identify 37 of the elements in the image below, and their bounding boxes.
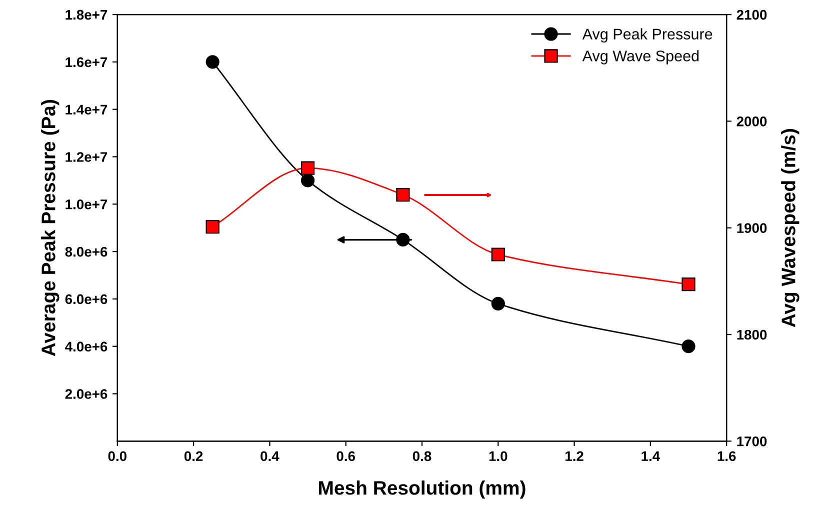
y-axis-title: Average Peak Pressure (Pa) [41,100,60,356]
y-tick-label: 1.8e+7 [66,10,108,20]
y-tick-label: 4.0e+6 [65,342,108,352]
y2-tick-label: 2100 [736,10,767,20]
y2-tick-label: 1900 [737,223,767,234]
point [206,220,220,234]
y-tick-label: 1.2e+7 [66,152,108,162]
legend-label: Avg Wave Speed [582,50,699,64]
y-tick-label: 1.0e+7 [66,199,108,210]
point [682,340,696,354]
x-tick-label: 0.6 [336,451,355,462]
point [682,278,696,292]
point [300,174,315,188]
y-tick-label: 8.0e+6 [65,246,108,257]
point [206,55,220,69]
y-tick-label: 6.0e+6 [65,294,108,304]
x-tick-label: 1.0 [489,451,508,462]
y2-axis-title: Avg Wavespeed (m/s) [781,129,800,328]
y2-tick-label: 2000 [736,116,767,126]
point [300,161,315,175]
x-axis-title: Mesh Resolution (mm) [319,480,526,499]
x-tick-label: 0.4 [260,451,280,462]
y-tick-label: 1.4e+7 [66,104,108,115]
x-tick-label: 1.6 [718,451,736,462]
y-tick-label: 2.0e+6 [65,389,108,399]
y2-tick-label: 1700 [737,436,767,446]
x-tick-label: 1.4 [642,451,660,461]
x-tick-label: 1.2 [566,451,584,461]
y-tick-label: 1.6e+7 [66,57,108,68]
point [396,188,410,202]
y2-tick-label: 1800 [737,330,767,340]
x-tick-label: 0.0 [108,451,126,462]
x-tick-label: 0.8 [412,451,432,462]
legend-label: Avg Peak Pressure [582,28,712,43]
x-tick-label: 0.2 [184,451,203,462]
point [491,296,505,310]
point [491,248,505,262]
